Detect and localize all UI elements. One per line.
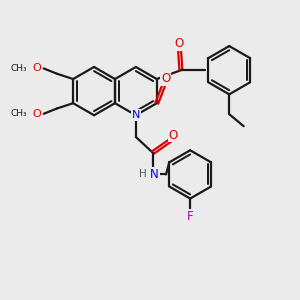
Text: O: O: [169, 128, 178, 142]
Text: H: H: [139, 169, 146, 179]
Text: O: O: [33, 109, 42, 119]
Text: CH₃: CH₃: [11, 64, 28, 73]
Text: F: F: [187, 210, 194, 223]
Text: O: O: [33, 63, 42, 74]
Text: CH₃: CH₃: [11, 109, 28, 118]
Text: N: N: [132, 110, 140, 120]
Text: O: O: [175, 37, 184, 50]
Text: O: O: [161, 72, 170, 85]
Text: N: N: [150, 168, 159, 181]
